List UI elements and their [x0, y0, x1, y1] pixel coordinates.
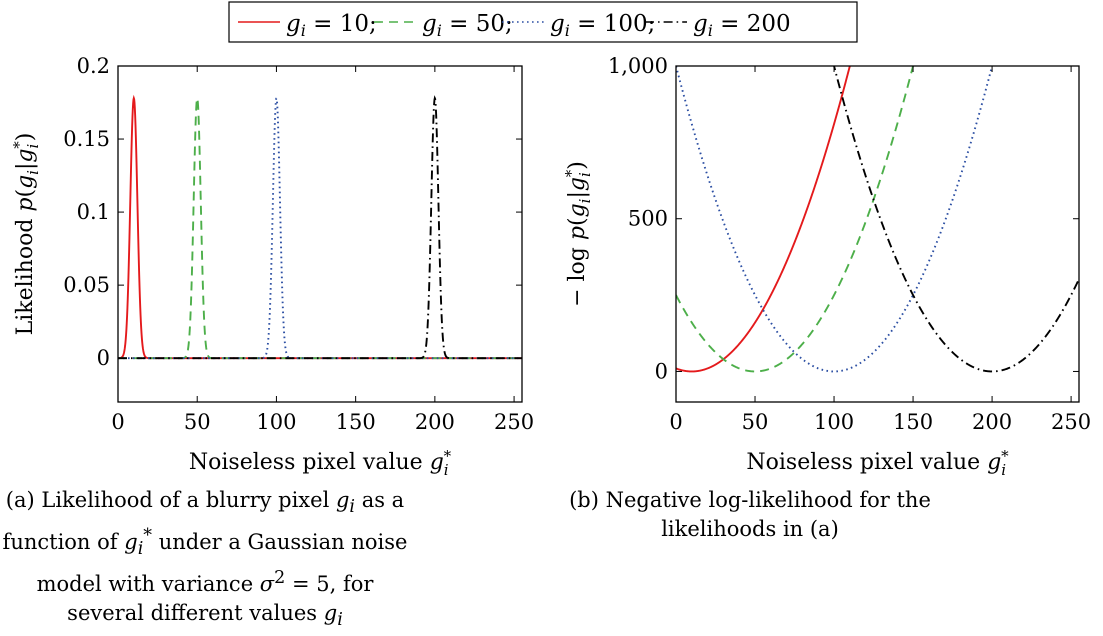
legend-entry-2: gi = 100;	[550, 11, 655, 40]
panel-b-negative-log-likelihood: 0 50 100 150 200 250 0 500 1,000 Noiseless pixel …	[562, 54, 1091, 479]
panel-b-series-50	[676, 66, 915, 373]
caption-b: (b) Negative log-likelihood for the like…	[569, 488, 931, 541]
legend-entry-1: gi = 50;	[422, 11, 513, 40]
panel-b-ytick-label-0: 0	[655, 359, 668, 383]
panel-a-ytick-label-0: 0	[97, 346, 110, 370]
panel-a-xlabel: Noiseless pixel value gi*	[189, 447, 452, 479]
legend-entry-0: gi = 10;	[286, 11, 377, 40]
panel-a-ylabel: Likelihood p(gi|gi*)	[10, 133, 42, 336]
legend-entry-3: gi = 200	[693, 11, 791, 40]
panel-b-series-10	[676, 66, 851, 373]
panel-a-xtick-label-200: 200	[415, 410, 455, 434]
panel-a-series-100	[118, 96, 522, 360]
panel-a-ytick-label-0.1: 0.1	[77, 200, 110, 224]
panel-a-xtick-label-50: 50	[184, 410, 211, 434]
panel-a-frame	[117, 65, 523, 403]
panel-a-xtick-label-250: 250	[494, 410, 534, 434]
panel-a-ytick-label-0.05: 0.05	[63, 273, 110, 297]
panel-b-series-200	[833, 66, 1079, 373]
legend: gi = 10; gi = 50; gi = 100; gi = 200	[228, 1, 858, 43]
panel-b-ylabel: − log p(gi|gi*)	[562, 161, 594, 307]
panel-b-xtick-label-50: 50	[742, 410, 769, 434]
panel-b-curves	[676, 66, 1079, 373]
panel-b-ytick-label-500: 500	[628, 207, 668, 231]
panel-a-series-200	[118, 95, 522, 360]
panel-b-xlabel: Noiseless pixel value gi*	[746, 447, 1009, 479]
panel-b-xtick-label-250: 250	[1051, 410, 1091, 434]
panel-b-xtick-label-100: 100	[814, 410, 854, 434]
panel-a-likelihood: 0 50 100 150 200 250 0 0.05 0.1 0.15 0.2 Noiseless …	[10, 54, 534, 479]
panel-b-ytick-label-1000: 1,000	[608, 54, 668, 78]
panel-a-curves	[118, 94, 522, 360]
panel-a-ytick-label-0.15: 0.15	[63, 127, 110, 151]
panel-a-xtick-label-100: 100	[256, 410, 296, 434]
panel-b-xtick-label-200: 200	[972, 410, 1012, 434]
panel-b-frame	[675, 65, 1080, 403]
panel-a-series-50	[118, 95, 522, 360]
panel-a-xtick-label-150: 150	[336, 410, 376, 434]
panel-b-series-100	[676, 66, 994, 373]
panel-a-ytick-label-0.2: 0.2	[77, 54, 110, 78]
panel-a-series-10	[118, 94, 522, 360]
panel-b-xtick-label-150: 150	[893, 410, 933, 434]
panel-b-xtick-label-0: 0	[669, 410, 682, 434]
caption-a: (a) Likelihood of a blurry pixel gi as a…	[2, 488, 408, 631]
panel-a-xtick-label-0: 0	[111, 410, 124, 434]
